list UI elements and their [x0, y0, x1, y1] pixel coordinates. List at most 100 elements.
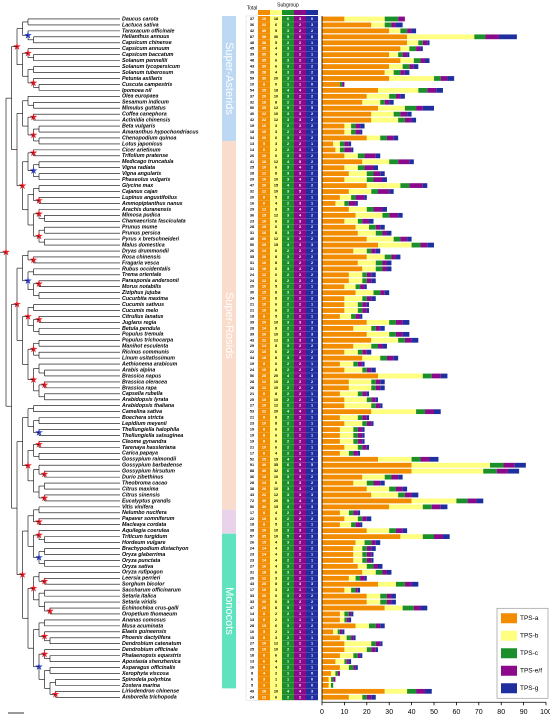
bar-segment	[420, 46, 423, 52]
table-cell: 12	[262, 695, 266, 699]
table-cell: 3	[287, 291, 289, 295]
table-cell: 2	[287, 451, 289, 455]
bar-segment	[360, 522, 363, 528]
table-cell: 2	[299, 570, 301, 574]
bar-segment	[322, 367, 345, 373]
table-cell: 15	[274, 457, 278, 461]
group-label: Super-Rosids	[223, 292, 235, 359]
bar-segment	[322, 665, 340, 670]
bar-segment	[398, 159, 410, 165]
bar-segment	[366, 528, 390, 534]
table-cell: 10	[274, 332, 278, 336]
bar-segment	[339, 510, 349, 516]
table-total: 50	[250, 243, 254, 247]
table-cell: 3	[287, 154, 289, 158]
bar-segment	[389, 212, 399, 218]
species-name: Brassica oleracea	[122, 379, 167, 385]
species-name: Petunia axillaris	[122, 76, 162, 82]
bar-segment	[322, 171, 349, 177]
bar-segment	[422, 534, 434, 540]
species-name: Oropetium thomaeum	[122, 611, 177, 617]
node-star	[29, 131, 38, 139]
bar-segment	[384, 290, 390, 296]
table-cell: 8	[263, 439, 265, 443]
table-total: 17	[250, 451, 254, 455]
table-cell: 2	[299, 100, 301, 104]
table-cell: 2	[287, 416, 289, 420]
table-total: 59	[250, 76, 254, 80]
table-cell: 2	[299, 47, 301, 51]
bar-segment	[380, 641, 383, 647]
bar-segment	[339, 635, 347, 641]
table-cell: 28	[262, 71, 266, 75]
table-cell: 10	[274, 487, 278, 491]
bar-segment	[402, 528, 408, 534]
table-cell: 8	[275, 231, 277, 235]
bar-segment	[360, 123, 365, 129]
table-cell: 4	[275, 541, 278, 545]
table-cell: 12	[274, 237, 278, 241]
bar-segment	[362, 474, 385, 480]
bar-segment	[407, 40, 419, 46]
bar-segment	[409, 183, 423, 188]
table-cell: 35	[274, 463, 278, 467]
table-cell: 6	[287, 469, 289, 473]
species-name: Olea europaea	[122, 94, 159, 100]
species-name: Liriodendron chinense	[122, 689, 179, 695]
bar-segment	[355, 314, 361, 319]
table-cell: 3	[287, 320, 289, 324]
species-name: Sorghum bicolor	[122, 582, 165, 588]
bar-segment	[353, 558, 363, 563]
table-cell: 4	[299, 178, 302, 182]
bar-segment	[409, 46, 417, 52]
table-cell: 12	[262, 190, 266, 194]
species-name: Lepidium meyenii	[122, 421, 167, 427]
bar-segment	[362, 391, 367, 397]
table-cell: 4	[299, 689, 302, 693]
table-total: 39	[250, 332, 254, 336]
table-cell: 4	[299, 88, 302, 92]
table-cell: 6	[275, 267, 277, 271]
table-cell: 8	[275, 100, 277, 104]
table-total: 40	[250, 112, 254, 116]
species-name: Rubus occidentalis	[122, 266, 171, 272]
bar-segment	[322, 343, 354, 349]
bar-segment	[322, 355, 363, 361]
table-total: 19	[250, 124, 254, 128]
table-cell: 35	[262, 47, 266, 51]
table-total: 48	[250, 41, 254, 45]
table-cell: 2	[287, 350, 289, 354]
bar-segment	[366, 397, 372, 403]
table-cell: 4	[275, 511, 278, 515]
group-box	[222, 533, 236, 689]
bar-segment	[322, 325, 354, 331]
table-cell: 4	[287, 582, 290, 586]
bar-segment	[442, 534, 450, 540]
bar-segment	[339, 427, 354, 432]
bar-segment	[335, 659, 345, 664]
bar-segment	[393, 355, 399, 361]
bar-segment	[364, 284, 367, 290]
node-star	[35, 517, 43, 525]
node-star	[40, 380, 49, 389]
table-cell: 2	[299, 416, 301, 420]
node-star	[40, 650, 49, 658]
table-cell: 4	[299, 535, 302, 539]
table-cell: 14	[262, 552, 267, 556]
table-cell: 18	[274, 17, 278, 21]
table-total: 37	[250, 94, 254, 98]
table-cell: 2	[299, 124, 301, 128]
bar-segment	[416, 688, 426, 694]
bar-segment	[322, 266, 363, 272]
bar-segment	[362, 355, 381, 361]
bar-segment	[348, 617, 352, 623]
table-cell: 6	[275, 279, 277, 283]
table-cell: 8	[275, 368, 277, 372]
bar-segment	[375, 623, 381, 629]
bar-segment	[351, 611, 354, 617]
table-total: 57	[250, 535, 254, 539]
bar-segment	[322, 623, 356, 629]
bar-segment	[411, 581, 419, 587]
bar-segment	[355, 212, 383, 218]
table-cell: 3	[311, 582, 313, 586]
